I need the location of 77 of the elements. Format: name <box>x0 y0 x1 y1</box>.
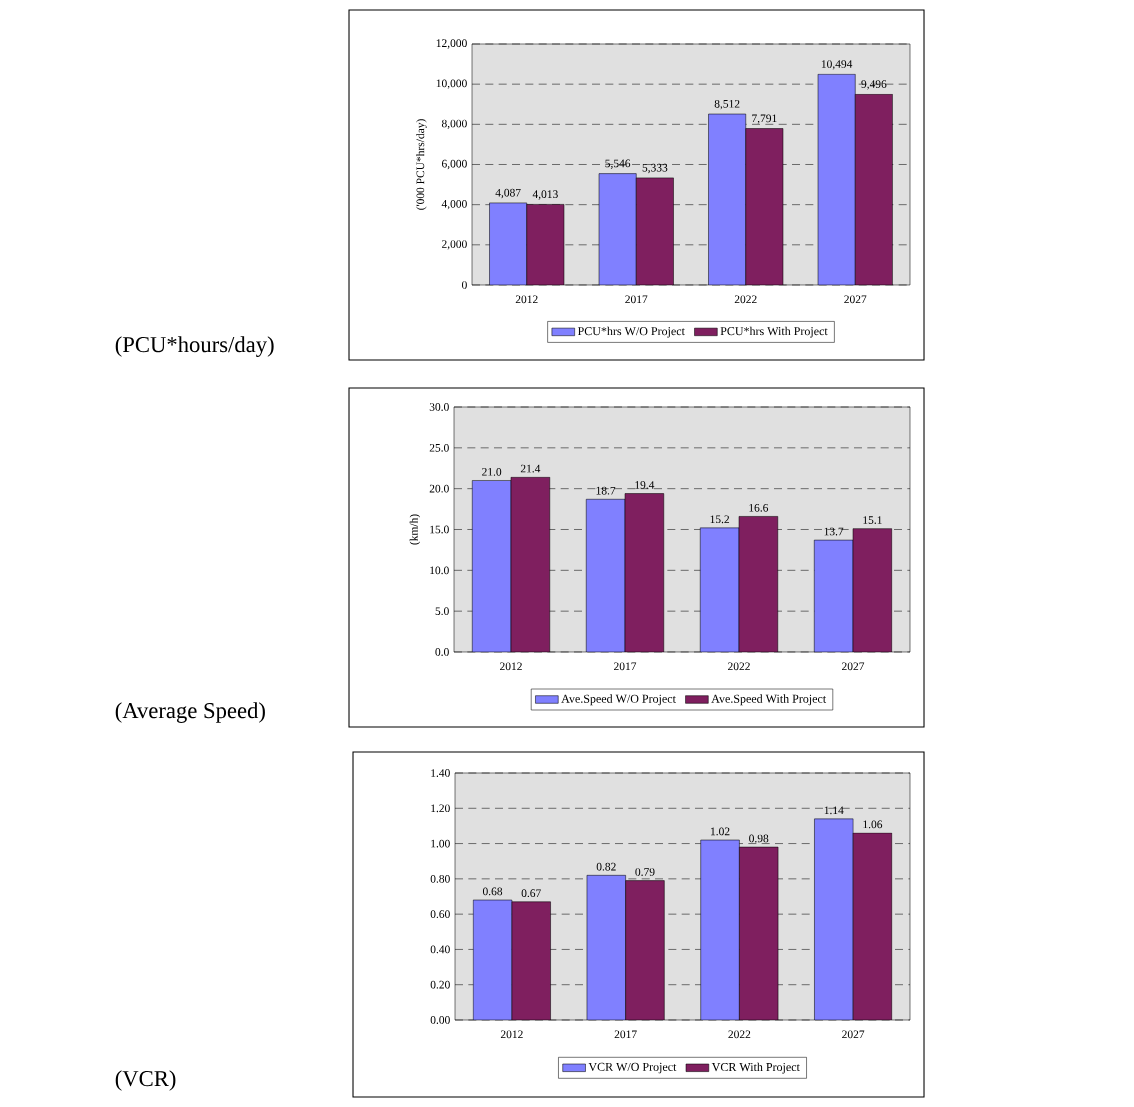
bar <box>526 204 565 285</box>
data-label: 4,013 <box>532 190 558 200</box>
bar <box>699 527 740 652</box>
x-tick-label: 2027 <box>842 662 865 671</box>
x-tick-label: 2017 <box>614 662 637 671</box>
y-tick-label: 20.0 <box>429 484 449 493</box>
data-label: 13.7 <box>824 527 844 536</box>
y-axis-title: (km/h) <box>409 514 421 545</box>
x-tick-label: 2022 <box>728 1030 751 1039</box>
y-tick-label: 30.0 <box>429 403 449 411</box>
bar <box>635 177 674 285</box>
data-label: 21.0 <box>482 468 502 476</box>
bar <box>813 539 854 652</box>
data-label: 21.4 <box>520 464 541 473</box>
y-tick-label: 1.40 <box>431 769 450 777</box>
y-tick-label: 25.0 <box>429 443 449 452</box>
x-tick-label: 2027 <box>844 295 867 304</box>
y-tick-label: 1.00 <box>431 839 450 848</box>
data-label: 5,546 <box>605 159 631 169</box>
x-tick-label: 2022 <box>734 295 757 304</box>
x-tick-label: 2022 <box>728 662 750 671</box>
y-tick-label: 0.0 <box>435 648 449 656</box>
data-label: 15.1 <box>863 516 882 524</box>
x-tick-label: 2017 <box>625 295 648 304</box>
data-label: 4,087 <box>495 188 521 199</box>
data-label: 5,333 <box>642 163 668 174</box>
data-label: 0.98 <box>749 834 769 843</box>
data-label: 8,512 <box>714 99 740 110</box>
y-axis-title: ('000 PCU*hrs/day) <box>416 119 427 210</box>
data-label: 7,791 <box>752 114 777 124</box>
legend-label: VCR With Project <box>711 1062 800 1074</box>
y-tick-label: 8,000 <box>441 119 467 130</box>
legend-label: Ave.Speed With Project <box>711 694 827 706</box>
y-tick-label: 0.40 <box>430 945 450 954</box>
data-label: 0.82 <box>596 862 616 871</box>
data-label: 1.06 <box>863 820 883 829</box>
y-tick-label: 0.80 <box>430 874 450 883</box>
legend-label: PCU*hrs With Project <box>720 326 828 338</box>
y-tick-label: 0.60 <box>430 910 450 919</box>
x-tick-label: 2012 <box>500 1030 523 1039</box>
data-label: 15.2 <box>710 515 730 524</box>
text: (VCR) <box>115 1070 176 1091</box>
data-label: 16.6 <box>749 503 769 512</box>
text: (PCU*hours/day) <box>115 336 274 357</box>
y-tick-label: 2,000 <box>442 240 467 250</box>
text: (Average Speed) <box>115 702 265 723</box>
data-label: 10,494 <box>821 60 853 70</box>
bar <box>585 499 626 652</box>
data-label: 0.67 <box>521 889 541 898</box>
y-tick-label: 15.0 <box>430 525 449 534</box>
y-tick-label: 0 <box>462 281 467 289</box>
data-label: 9,496 <box>861 80 887 90</box>
y-tick-label: 4,000 <box>441 199 467 210</box>
y-tick-label: 6,000 <box>442 159 467 170</box>
data-label: 19.4 <box>635 481 655 489</box>
data-label: 0.79 <box>635 868 655 876</box>
data-label: 0.68 <box>482 887 503 896</box>
x-tick-label: 2012 <box>515 295 538 304</box>
y-tick-label: 12,000 <box>436 39 467 49</box>
y-tick-label: 5.0 <box>435 607 449 616</box>
x-tick-label: 2017 <box>614 1030 637 1039</box>
x-tick-label: 2012 <box>500 662 522 671</box>
y-tick-label: 10,000 <box>436 79 467 89</box>
legend-label: Ave.Speed W/O Project <box>561 694 676 706</box>
y-tick-label: 0.00 <box>430 1016 450 1024</box>
y-tick-label: 0.20 <box>430 980 450 989</box>
bar <box>471 480 512 652</box>
x-tick-label: 2027 <box>842 1030 865 1039</box>
data-label: 18.7 <box>596 486 616 495</box>
legend-label: VCR W/O Project <box>588 1062 677 1074</box>
y-tick-label: 10.0 <box>430 566 449 575</box>
legend-label: PCU*hrs W/O Project <box>577 326 685 338</box>
data-label: 1.14 <box>824 806 844 815</box>
y-tick-label: 1.20 <box>431 804 450 813</box>
bar <box>745 128 784 285</box>
data-label: 1.02 <box>711 827 730 836</box>
bar <box>854 94 893 285</box>
